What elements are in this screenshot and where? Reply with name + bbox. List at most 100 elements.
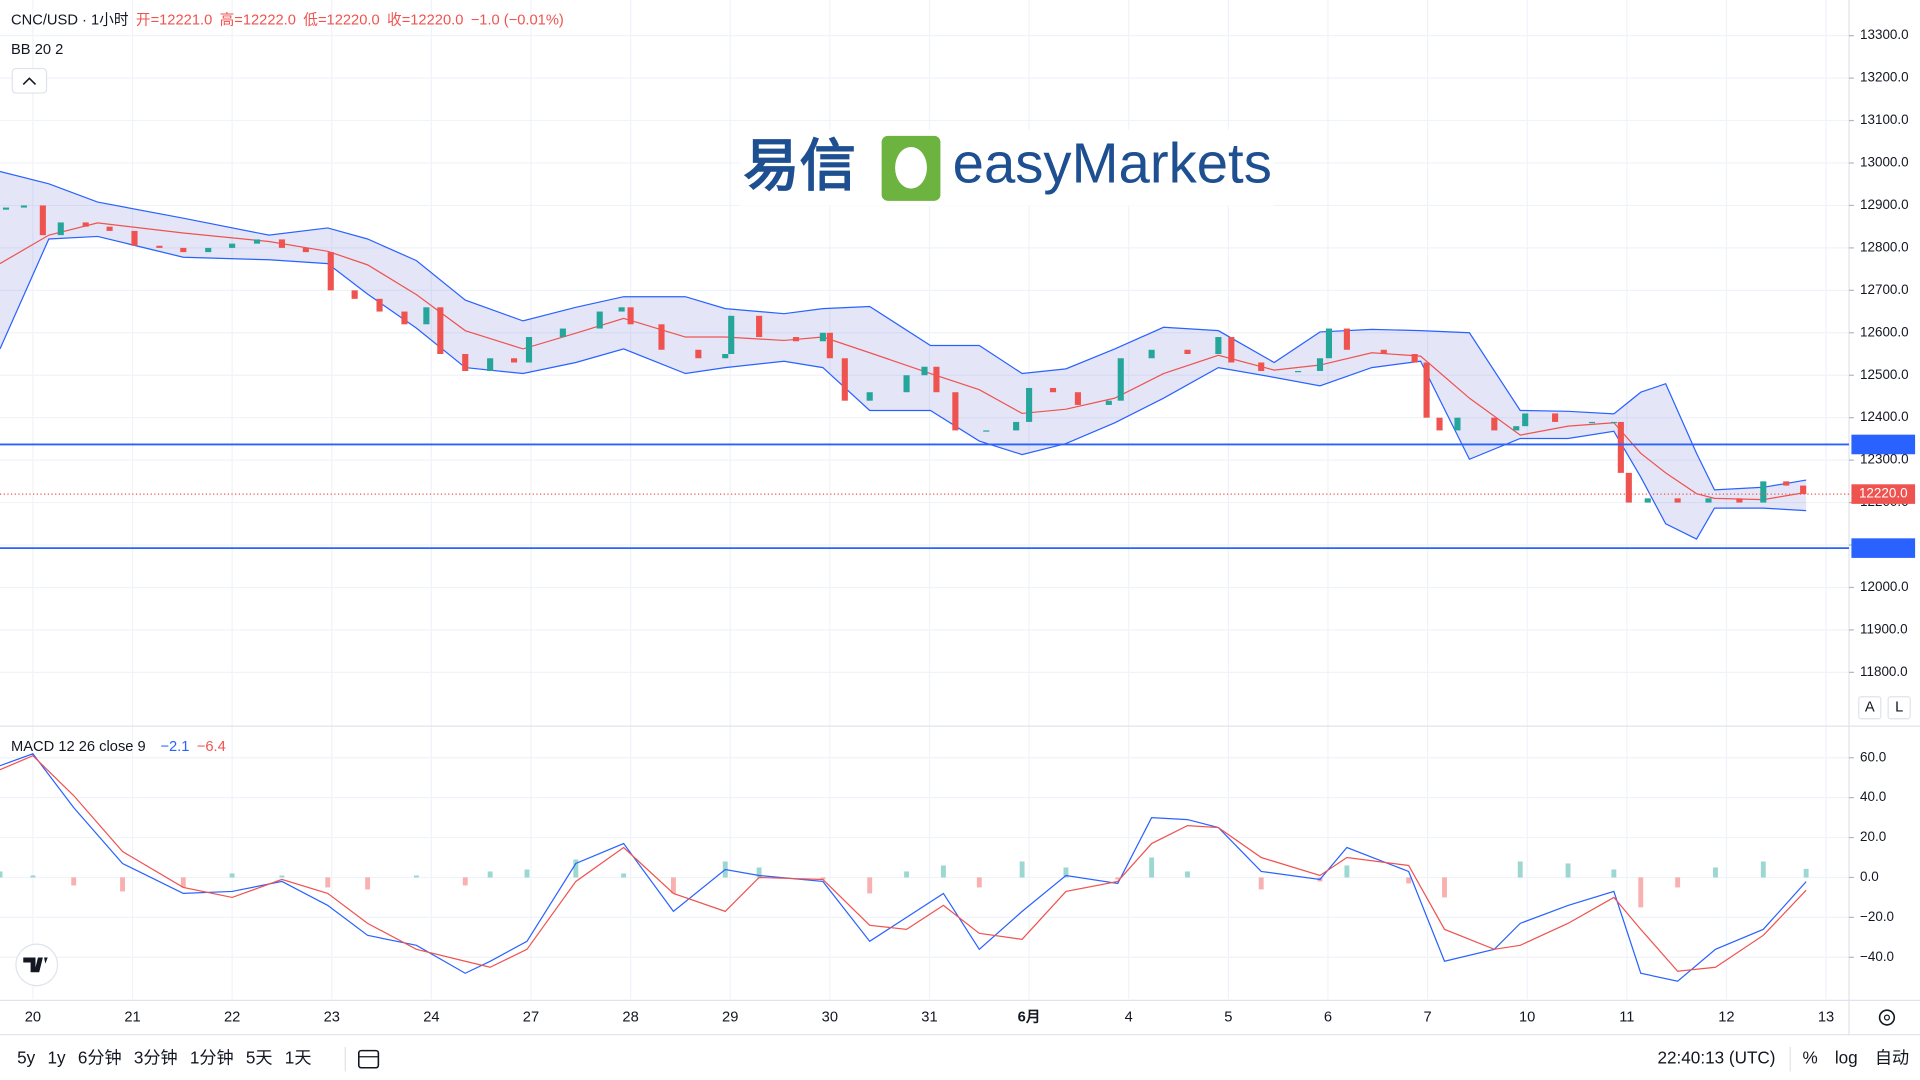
scale-button-label[interactable]: A [1865,700,1875,716]
candle [1228,337,1235,363]
candle [351,290,358,299]
y-tick-label: 12500.0 [1860,367,1909,382]
candle [302,247,309,253]
histogram-bar [0,871,3,878]
candle [1295,370,1302,373]
collapse-button[interactable] [11,67,48,94]
x-tick-label: 28 [622,1009,638,1025]
candle [82,222,89,227]
candle [1184,349,1191,355]
candle [1026,387,1033,422]
histogram-bar [120,877,125,892]
candle [253,239,261,244]
candle [1674,498,1681,503]
range-button[interactable]: 1天 [285,1048,312,1068]
candle [1783,481,1790,486]
scale-option[interactable]: 自动 [1875,1048,1909,1068]
range-button[interactable]: 6分钟 [78,1048,122,1068]
candle [376,298,383,312]
histogram-bar [1442,877,1447,898]
indicator-label: BB 20 2 [11,42,63,58]
candle [1644,498,1651,503]
range-button[interactable]: 5y [17,1048,36,1068]
candle [1316,358,1324,371]
x-tick-label: 5 [1224,1009,1232,1025]
histogram-bar [1258,877,1264,890]
scale-option[interactable]: log [1835,1048,1858,1068]
candle [1617,421,1624,473]
scale-button[interactable] [1887,696,1911,720]
candle [1760,481,1767,503]
candle [487,358,494,371]
candle [1736,498,1743,503]
candle [1215,337,1222,355]
y-tick-label: −40.0 [1860,949,1894,964]
y-tick-label: 13100.0 [1860,112,1909,127]
y-tick-label: 12300.0 [1860,452,1909,467]
histogram-bar [462,877,468,886]
candle [156,245,163,248]
ohlc-value: 低=12220.0 [303,12,379,29]
y-tick-label: 11800.0 [1860,664,1908,679]
histogram-bar [904,871,910,878]
scale-option[interactable]: % [1802,1048,1817,1068]
candle [983,430,990,432]
candle [1436,417,1443,431]
candle [1588,421,1596,424]
candle [278,239,285,248]
candle [106,226,113,231]
price-label-box [1851,538,1916,558]
x-tick-label: 27 [523,1009,539,1025]
histogram-bar [365,877,371,890]
x-tick-label: 24 [423,1009,439,1025]
range-button[interactable]: 3分钟 [134,1048,178,1068]
x-tick-label: 6 [1324,1009,1332,1025]
scale-button-label[interactable]: L [1895,700,1903,716]
calendar-icon[interactable] [357,1049,380,1069]
candle [229,243,236,248]
candle [658,324,665,350]
histogram-bar [820,877,826,880]
range-button[interactable]: 1y [47,1048,66,1068]
candle [559,328,566,338]
macd-line [0,753,1807,982]
x-tick-label: 10 [1519,1009,1535,1025]
x-tick-label: 11 [1619,1009,1634,1025]
y-tick-label: 40.0 [1860,789,1886,804]
candle [1454,417,1461,431]
x-tick-label: 29 [722,1009,738,1025]
candle [437,307,444,355]
x-tick-label: 6月 [1018,1008,1041,1025]
y-tick-label: 12000.0 [1860,579,1909,594]
y-tick-label: 11900.0 [1860,621,1908,636]
histogram-bar [940,865,946,878]
histogram-bar [1517,861,1523,878]
candle [866,392,873,401]
candle [423,307,430,325]
settings-icon[interactable] [1878,1009,1896,1026]
x-tick-label: 4 [1125,1009,1133,1025]
y-tick-label: 20.0 [1860,829,1886,844]
candle [1552,413,1559,422]
band-fill [0,171,1807,540]
y-tick-label: 13000.0 [1860,155,1909,170]
candle [1258,362,1265,371]
logo-box [739,129,1274,206]
histogram-bar [1115,877,1121,880]
bollinger-lower [0,235,1807,540]
histogram-bar [487,871,493,878]
scale-button[interactable] [1858,696,1882,720]
candle [618,307,625,312]
candle [756,315,763,338]
candle [1343,328,1350,350]
candle [1074,392,1081,405]
histogram-bar [1713,867,1718,878]
symbol-title: CNC/USD · 1小时 [11,12,129,29]
histogram-bar [621,873,627,878]
candle [510,358,518,363]
range-button[interactable]: 1分钟 [190,1048,234,1068]
histogram-bar [1565,863,1571,878]
range-button[interactable]: 5天 [246,1048,273,1068]
candle [1049,387,1057,393]
